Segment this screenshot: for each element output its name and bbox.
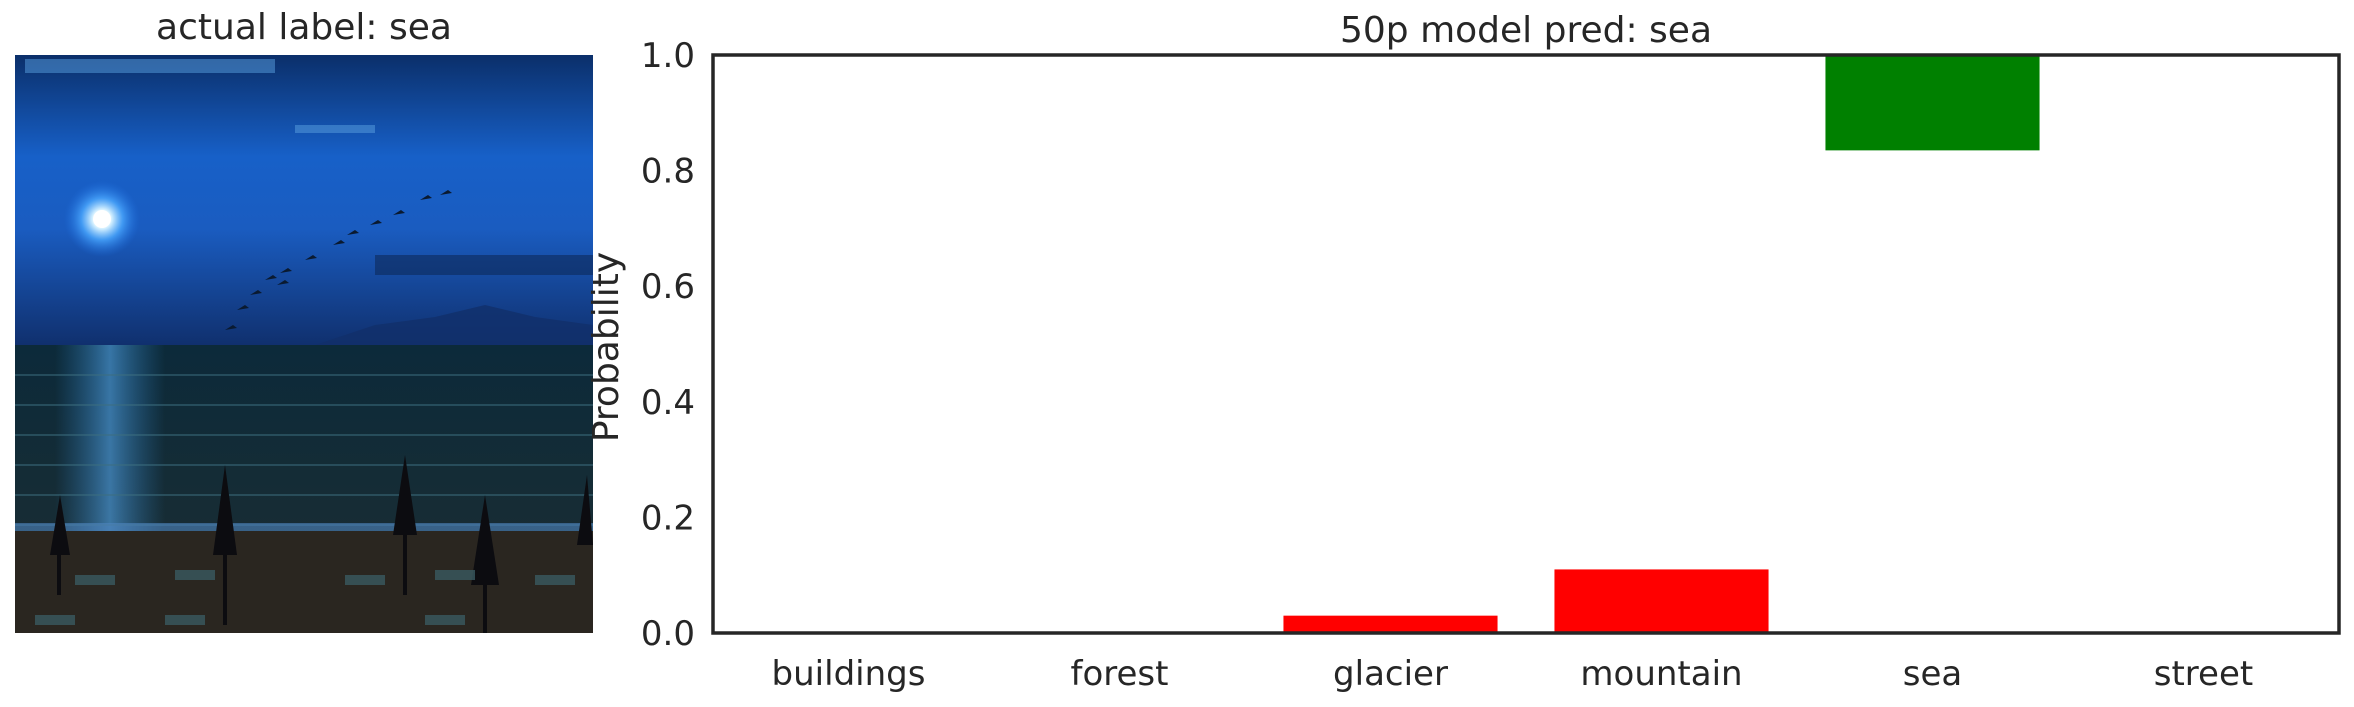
- y-tick-label: 1.0: [641, 36, 695, 76]
- bar-mountain: [1554, 569, 1769, 633]
- bar-glacier: [1283, 615, 1498, 633]
- y-tick-label: 0.2: [641, 498, 695, 538]
- chart-title: 50p model pred: sea: [1340, 10, 1712, 51]
- y-tick-label: 0.6: [641, 267, 695, 307]
- y-axis-label: Probability: [586, 252, 627, 442]
- y-tick-label: 0.8: [641, 152, 695, 192]
- plot-frame: [711, 53, 2341, 635]
- x-tick-label-buildings: buildings: [772, 654, 926, 694]
- bar-sea: [1825, 55, 2040, 151]
- x-tick-label-street: street: [2154, 654, 2253, 694]
- x-tick-label-forest: forest: [1071, 654, 1169, 694]
- y-tick-label: 0.4: [641, 383, 695, 423]
- x-tick-label-glacier: glacier: [1333, 654, 1448, 694]
- x-tick-label-sea: sea: [1903, 654, 1962, 694]
- x-tick-label-mountain: mountain: [1580, 654, 1742, 694]
- image-title: actual label: sea: [156, 7, 452, 48]
- night-sea-beach-photo: [15, 55, 593, 633]
- y-tick-label: 0.0: [641, 614, 695, 654]
